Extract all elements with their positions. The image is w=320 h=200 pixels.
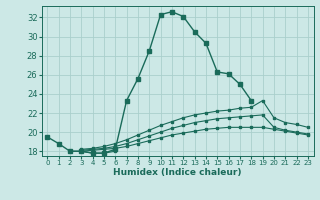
X-axis label: Humidex (Indice chaleur): Humidex (Indice chaleur) bbox=[113, 168, 242, 177]
